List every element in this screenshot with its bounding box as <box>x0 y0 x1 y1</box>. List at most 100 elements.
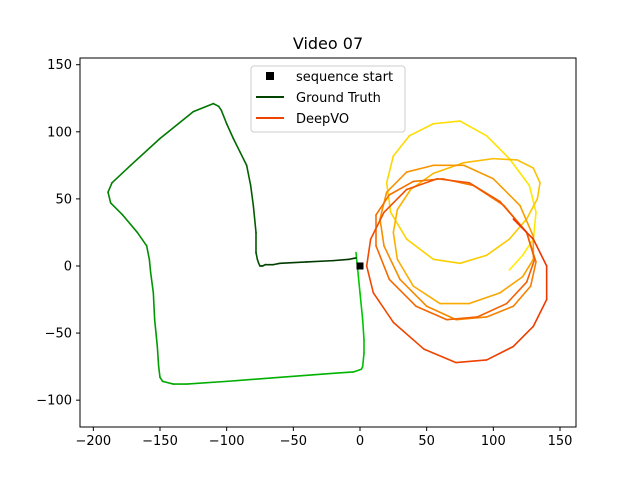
series-segment <box>528 184 537 214</box>
x-tick-label: −200 <box>75 434 111 449</box>
legend-label-ground-truth: Ground Truth <box>296 91 381 106</box>
series-segment <box>375 245 391 281</box>
series-segment <box>436 177 471 184</box>
series-segment <box>379 191 388 220</box>
axes-frame <box>79 57 577 428</box>
series-segment <box>525 198 539 220</box>
series-segment <box>463 157 495 164</box>
series-segment <box>408 122 435 137</box>
y-tick-label: −50 <box>45 327 72 342</box>
series-segment <box>396 188 412 211</box>
series-segment <box>239 151 248 167</box>
series-segment <box>245 164 252 187</box>
series-segment <box>512 285 532 308</box>
series-segment <box>161 380 175 385</box>
series-segment <box>508 218 528 240</box>
series-segment <box>383 188 408 214</box>
series-deepvo <box>365 120 548 364</box>
series-segment <box>536 181 541 200</box>
series-segment <box>129 137 161 167</box>
series-segment <box>463 164 495 180</box>
legend-label-deepvo: DeepVO <box>296 112 349 127</box>
series-segment <box>525 231 536 261</box>
x-tick-label: −150 <box>142 434 178 449</box>
series-segment <box>508 254 524 271</box>
series-segment <box>252 204 257 234</box>
series-segment <box>485 135 511 160</box>
x-tick-label: 100 <box>481 434 506 449</box>
x-tick-label: 150 <box>548 434 573 449</box>
chart-title: Video 07 <box>293 34 363 53</box>
series-segment <box>389 211 408 240</box>
x-axis: −200 −150 −100 −50 0 50 100 150 <box>75 427 572 449</box>
series-segment <box>149 271 155 294</box>
series-segment <box>217 105 223 112</box>
series-segment <box>356 265 361 294</box>
y-tick-label: 100 <box>47 125 72 140</box>
series-segment <box>512 218 535 240</box>
series-segment <box>532 211 537 240</box>
series-segment <box>392 208 399 234</box>
series-segment <box>412 285 441 305</box>
series-segment <box>352 368 363 373</box>
series-segment <box>152 292 156 321</box>
series-segment <box>385 155 395 184</box>
series-segment <box>225 376 281 383</box>
series-segment <box>492 157 519 161</box>
series-segment <box>519 204 535 238</box>
series-segment <box>379 218 385 247</box>
series-segment <box>415 305 448 321</box>
series-segment <box>369 211 385 240</box>
series-segment <box>521 238 535 257</box>
series-segment <box>255 251 259 261</box>
series-segment <box>107 181 113 193</box>
series-segment <box>232 137 241 153</box>
series-segment <box>455 359 488 364</box>
series-segment <box>375 194 391 216</box>
series-segment <box>365 265 375 294</box>
series-layer <box>107 102 548 385</box>
series-segment <box>512 325 535 348</box>
series-segment <box>136 231 148 247</box>
series-segment <box>521 258 535 278</box>
y-tick-label: 150 <box>47 58 72 73</box>
series-segment <box>156 345 160 368</box>
series-segment <box>185 380 228 385</box>
series-segment <box>107 191 112 204</box>
series-segment <box>372 292 395 324</box>
series-ground-truth <box>107 102 365 385</box>
series-segment <box>492 177 521 207</box>
series-segment <box>399 278 428 308</box>
x-tick-label: −100 <box>209 434 245 449</box>
series-segment <box>365 238 372 267</box>
series-segment <box>359 292 364 321</box>
series-segment <box>305 259 335 263</box>
series-segment <box>468 292 501 305</box>
series-segment <box>212 102 220 108</box>
series-segment <box>159 110 195 140</box>
legend-label-sequence-start: sequence start <box>296 70 393 85</box>
series-segment <box>279 261 308 265</box>
series-segment <box>432 258 461 265</box>
series-segment <box>485 238 511 257</box>
x-tick-label: 50 <box>418 434 435 449</box>
series-segment <box>272 262 281 266</box>
series-segment <box>459 120 488 137</box>
series-segment <box>121 214 139 234</box>
series-segment <box>392 231 399 261</box>
series-segment <box>361 352 365 368</box>
series-segment <box>499 275 524 294</box>
series-segment <box>485 305 515 318</box>
y-tick-label: 0 <box>64 259 72 274</box>
series-segment <box>388 278 417 308</box>
series-segment <box>145 245 151 261</box>
series-segment <box>392 321 425 350</box>
sequence-start-marker <box>356 262 364 270</box>
series-segment <box>468 181 501 203</box>
series-segment <box>532 298 548 328</box>
series-segment <box>348 257 357 261</box>
series-segment <box>455 316 488 321</box>
series-segment <box>392 135 411 157</box>
series-segment <box>485 345 515 361</box>
legend: sequence start Ground Truth DeepVO <box>250 65 406 133</box>
